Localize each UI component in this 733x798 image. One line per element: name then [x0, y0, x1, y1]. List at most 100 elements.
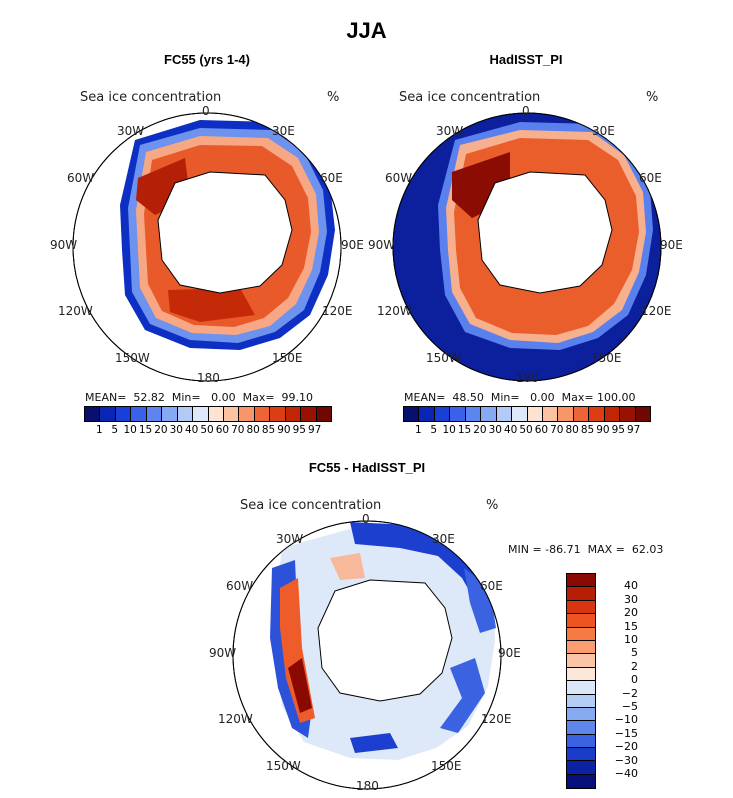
colorbar-swatch [567, 761, 595, 775]
colorbar-swatch [223, 407, 240, 421]
colorbar-swatch [542, 407, 559, 421]
panel-1-lon-150w: 150W [115, 351, 150, 365]
colorbar-swatch [512, 407, 528, 421]
panel-3-title: FC55 - HadISST_PI [308, 460, 426, 475]
colorbar-swatch [100, 407, 116, 421]
panel-1-lon-180: 180 [197, 371, 220, 385]
colorbar-swatch [567, 600, 595, 615]
panel-2-stats: MEAN= 48.50 Min= 0.00 Max= 100.00 [404, 391, 636, 404]
colorbar-swatch [567, 734, 595, 749]
colorbar-tick-label: 5 [430, 424, 438, 436]
colorbar-tick-label: 50 [519, 424, 533, 436]
colorbar-swatch [162, 407, 178, 421]
panel-3-colorbar-labels: 40 30 20 15 10 5 2 0 −2 −5 −10 −15 −20 −30 −40 [600, 573, 660, 789]
panel-3-unit: % [486, 498, 499, 513]
panel-2-polar-map [392, 112, 662, 382]
panel-3-lon-150e: 150E [431, 759, 462, 773]
colorbar-swatch [131, 407, 147, 421]
panel-3-lon-60e: 60E [480, 579, 503, 593]
panel-2-colorbar [403, 406, 651, 422]
panel-1-variable: Sea ice concentration [80, 90, 222, 105]
panel-3-lon-30w: 30W [276, 532, 304, 546]
colorbar-tick-label: 10 [123, 424, 137, 436]
panel-3-lon-60w: 60W [226, 579, 254, 593]
colorbar-swatch [558, 407, 574, 421]
colorbar-swatch [85, 407, 101, 421]
panel-2-lon-150e: 150E [591, 351, 622, 365]
panel-2-lon-60w: 60W [385, 171, 413, 185]
colorbar-tick-label: 80 [246, 424, 260, 436]
colorbar-tick-label: −2 [621, 686, 638, 700]
panel-3-polar-map [232, 520, 502, 790]
panel-2-lon-120e: 120E [641, 304, 672, 318]
colorbar-tick-label: 15 [138, 424, 153, 436]
panel-3-stats: MIN = -86.71 MAX = 62.03 [508, 543, 664, 556]
colorbar-swatch [527, 407, 543, 421]
colorbar-swatch [316, 407, 331, 421]
colorbar-tick-label: 80 [565, 424, 579, 436]
colorbar-tick-label: 1 [415, 424, 422, 436]
colorbar-tick-label: 40 [503, 424, 518, 436]
colorbar-swatch [301, 407, 317, 421]
colorbar-swatch [239, 407, 255, 421]
colorbar-tick-label: 97 [626, 424, 641, 436]
colorbar-swatch [567, 627, 595, 641]
colorbar-tick-label: 70 [550, 424, 564, 436]
colorbar-swatch [567, 574, 595, 588]
colorbar-swatch [450, 407, 466, 421]
panel-3-lon-0: 0 [362, 512, 370, 526]
panel-1-lon-120w: 120W [58, 304, 93, 318]
colorbar-swatch [270, 407, 286, 421]
colorbar-tick-label: 90 [277, 424, 291, 436]
colorbar-tick-label: 10 [442, 424, 456, 436]
panel-1-lon-90w: 90W [50, 238, 78, 252]
colorbar-swatch [567, 748, 595, 762]
colorbar-swatch [573, 407, 590, 421]
colorbar-tick-label: 40 [624, 579, 638, 593]
panel-1-lon-120e: 120E [322, 304, 353, 318]
panel-3-lon-30e: 30E [432, 532, 455, 546]
panel-2-title: HadISST_PI [489, 52, 563, 67]
colorbar-tick-label: 70 [231, 424, 245, 436]
panel-2-variable: Sea ice concentration [399, 90, 541, 105]
colorbar-swatch [496, 407, 513, 421]
colorbar-tick-label: −5 [621, 700, 638, 713]
colorbar-swatch [567, 640, 595, 655]
colorbar-tick-label: −20 [614, 740, 638, 754]
panel-3-lon-90e: 90E [498, 646, 521, 660]
colorbar-swatch [567, 721, 595, 735]
panel-3-colorbar [566, 573, 596, 790]
colorbar-tick-label: 1 [96, 424, 103, 436]
colorbar-tick-label: 60 [215, 424, 230, 436]
colorbar-swatch [620, 407, 636, 421]
colorbar-tick-label: 15 [624, 619, 638, 633]
colorbar-swatch [115, 407, 132, 421]
colorbar-tick-label: −40 [614, 767, 638, 780]
colorbar-tick-label: 97 [307, 424, 322, 436]
figure-title: JJA [346, 18, 387, 43]
colorbar-tick-label: −30 [614, 753, 638, 767]
colorbar-tick-label: 95 [611, 424, 625, 436]
panel-1-lon-0: 0 [202, 104, 210, 118]
panel-3-lon-150w: 150W [266, 759, 301, 773]
colorbar-tick-label: 20 [624, 606, 638, 620]
colorbar-swatch [177, 407, 194, 421]
colorbar-swatch [567, 587, 595, 601]
colorbar-tick-label: 85 [261, 424, 276, 436]
colorbar-tick-label: 50 [200, 424, 214, 436]
colorbar-swatch [567, 654, 595, 668]
panel-1-lon-30e: 30E [272, 124, 295, 138]
panel-2-lon-60e: 60E [639, 171, 662, 185]
colorbar-tick-label: 30 [488, 424, 502, 436]
colorbar-tick-label: 85 [580, 424, 595, 436]
colorbar-swatch [604, 407, 621, 421]
colorbar-swatch [419, 407, 435, 421]
colorbar-swatch [567, 667, 595, 682]
colorbar-swatch [208, 407, 224, 421]
panel-1-lon-30w: 30W [117, 124, 145, 138]
colorbar-swatch [146, 407, 163, 421]
colorbar-tick-label: 30 [624, 592, 638, 606]
colorbar-swatch [567, 707, 595, 722]
colorbar-tick-label: 40 [184, 424, 199, 436]
colorbar-tick-label: 60 [534, 424, 549, 436]
